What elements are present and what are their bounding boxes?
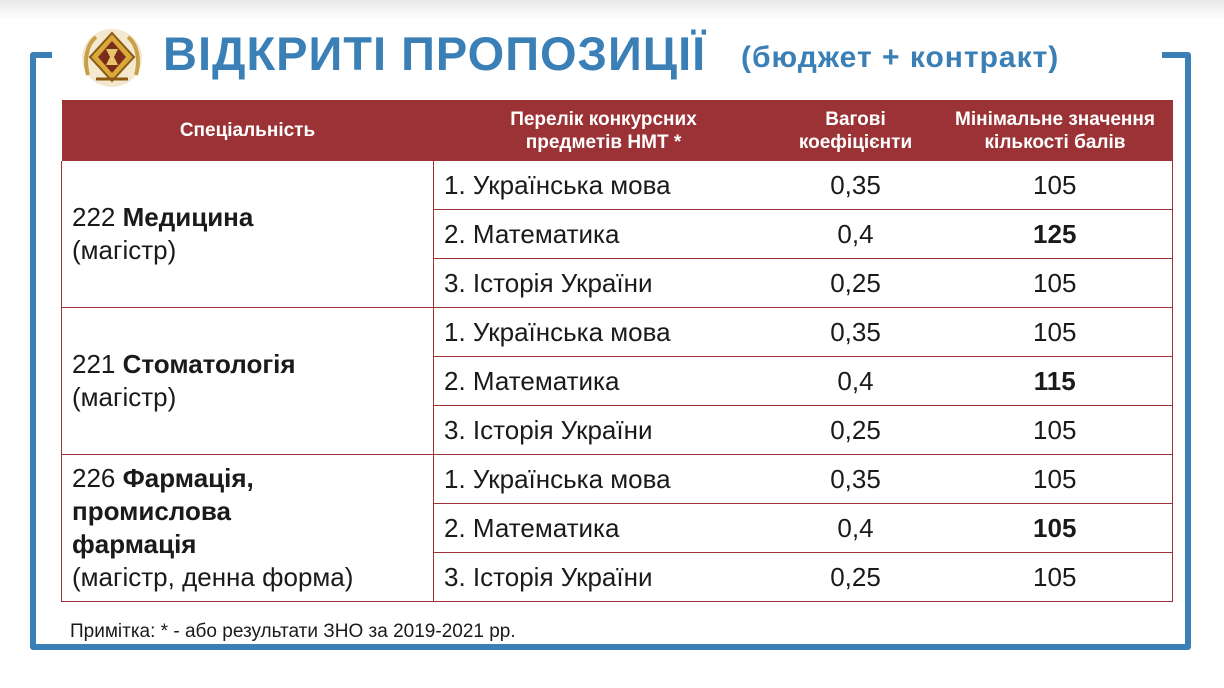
specialty-degree: (магістр) bbox=[72, 235, 177, 265]
table-row: 222 Медицина (магістр) 1. Українська мов… bbox=[61, 161, 1173, 308]
weight-cell: 0,25 bbox=[773, 258, 938, 308]
specialty-cell: 226 Фармація, промислова фармація (магіс… bbox=[61, 454, 434, 602]
min-score-cell: 105 bbox=[937, 258, 1173, 308]
subject-cell: 3. Історія України bbox=[433, 552, 774, 602]
specialty-name: Стоматологія bbox=[122, 349, 296, 379]
table-row: 2. Математика 0,4 105 bbox=[62, 503, 1173, 553]
specialty-name-line2: промислова bbox=[72, 496, 231, 526]
subject-cell: 1. Українська мова bbox=[433, 307, 774, 357]
header-weights-line2: коефіцієнти bbox=[798, 131, 913, 153]
table-row: 226 Фармація, промислова фармація (магіс… bbox=[61, 454, 1173, 602]
header-minscore: Мінімальне значення кількості балів bbox=[937, 100, 1173, 161]
subject-cell: 2. Математика bbox=[433, 503, 774, 553]
top-shade bbox=[0, 0, 1224, 20]
table-row: 3. Історія України 0,25 105 bbox=[62, 258, 1173, 308]
table-header-row: Спеціальність Перелік конкурсних предмет… bbox=[61, 100, 1173, 161]
specialty-code: 221 bbox=[72, 349, 123, 379]
header-weights-line1: Вагові bbox=[825, 108, 886, 130]
min-score-cell: 105 bbox=[937, 307, 1173, 357]
min-score-cell: 105 bbox=[937, 503, 1173, 553]
min-score-cell: 105 bbox=[937, 454, 1173, 504]
specialty-cell: 222 Медицина (магістр) bbox=[61, 161, 434, 308]
specialty-degree: (магістр) bbox=[72, 382, 177, 412]
weight-cell: 0,4 bbox=[773, 209, 938, 259]
weight-cell: 0,35 bbox=[773, 307, 938, 357]
table-row: 2. Математика 0,4 115 bbox=[62, 356, 1173, 406]
header-minscore-line2: кількості балів bbox=[984, 131, 1126, 153]
table-row: 3. Історія України 0,25 105 bbox=[62, 405, 1173, 455]
header-specialty: Спеціальність bbox=[61, 100, 434, 161]
page-subtitle: (бюджет + контракт) bbox=[741, 41, 1060, 74]
specialty-code: 226 bbox=[72, 463, 123, 493]
weight-cell: 0,25 bbox=[773, 552, 938, 602]
footnote: Примітка: * - або результати ЗНО за 2019… bbox=[70, 621, 516, 642]
min-score-cell: 115 bbox=[937, 356, 1173, 406]
weight-cell: 0,25 bbox=[773, 405, 938, 455]
weight-cell: 0,35 bbox=[773, 161, 938, 210]
header-minscore-line1: Мінімальне значення bbox=[955, 108, 1155, 130]
table-row: 221 Стоматологія (магістр) 1. Українська… bbox=[61, 307, 1173, 455]
header-specialty-label: Спеціальність bbox=[179, 120, 316, 141]
subject-cell: 3. Історія України bbox=[433, 405, 774, 455]
subject-cell: 2. Математика bbox=[433, 209, 774, 259]
header-weights: Вагові коефіцієнти bbox=[773, 100, 938, 161]
weight-cell: 0,4 bbox=[773, 356, 938, 406]
table-row: 3. Історія України 0,25 105 bbox=[62, 552, 1173, 602]
weight-cell: 0,4 bbox=[773, 503, 938, 553]
university-crest-icon bbox=[82, 29, 142, 87]
specialty-cell: 221 Стоматологія (магістр) bbox=[61, 307, 434, 455]
admission-table: Спеціальність Перелік конкурсних предмет… bbox=[61, 100, 1173, 602]
specialty-name: Медицина bbox=[122, 202, 254, 232]
specialty-degree: (магістр, денна форма) bbox=[72, 562, 354, 592]
min-score-cell: 105 bbox=[937, 405, 1173, 455]
subject-cell: 1. Українська мова bbox=[433, 454, 774, 504]
min-score-cell: 125 bbox=[937, 209, 1173, 259]
subject-cell: 2. Математика bbox=[433, 356, 774, 406]
min-score-cell: 105 bbox=[937, 552, 1173, 602]
page-title: ВІДКРИТІ ПРОПОЗИЦІЇ bbox=[163, 27, 707, 80]
weight-cell: 0,35 bbox=[773, 454, 938, 504]
header-subjects: Перелік конкурсних предметів НМТ * bbox=[433, 100, 774, 161]
table-row: 2. Математика 0,4 125 bbox=[62, 209, 1173, 259]
title-background bbox=[52, 20, 1162, 90]
specialty-name: Фармація, bbox=[122, 463, 254, 493]
specialty-name-line3: фармація bbox=[72, 529, 197, 559]
min-score-cell: 105 bbox=[937, 161, 1173, 210]
subject-cell: 1. Українська мова bbox=[433, 161, 774, 210]
header-subjects-line1: Перелік конкурсних bbox=[510, 108, 697, 130]
subject-cell: 3. Історія України bbox=[433, 258, 774, 308]
header-subjects-line2: предметів НМТ * bbox=[525, 131, 682, 153]
specialty-code: 222 bbox=[72, 202, 123, 232]
